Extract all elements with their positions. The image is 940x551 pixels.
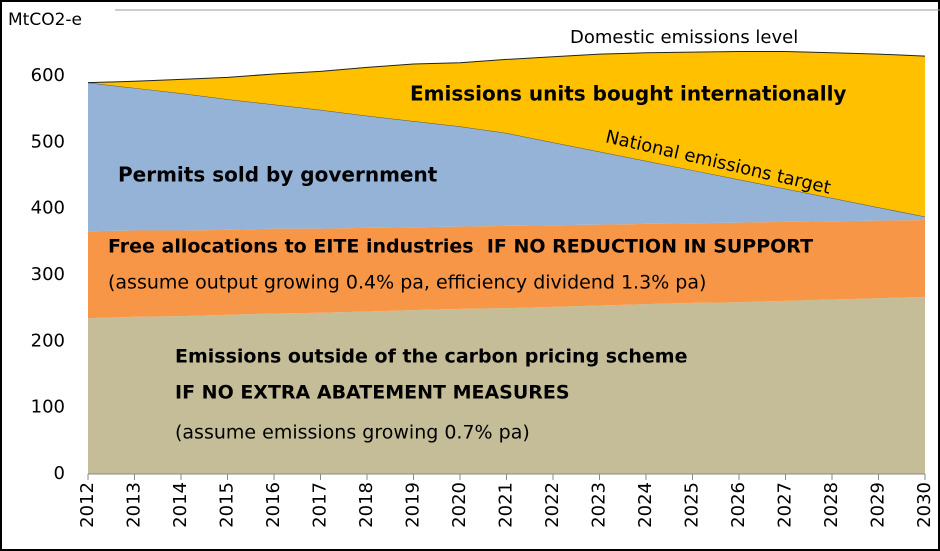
x-tick-label: 2030 (914, 482, 935, 528)
x-tick-label: 2019 (403, 482, 424, 528)
x-tick-label: 2029 (868, 482, 889, 528)
y-axis-label: MtCO2-e (8, 10, 82, 30)
x-tick-label: 2018 (356, 482, 377, 528)
annotation: Emissions outside of the carbon pricing … (175, 346, 687, 368)
x-tick-label: 2028 (821, 482, 842, 528)
annotation: (assume output growing 0.4% pa, efficien… (108, 272, 706, 294)
y-tick-label: 600 (31, 65, 65, 86)
y-tick-label: 200 (31, 330, 65, 351)
plot-area (87, 50, 926, 474)
x-tick-label: 2014 (170, 482, 191, 528)
x-tick-label: 2012 (77, 482, 98, 528)
x-tick-label: 2016 (263, 482, 284, 528)
x-tick-label: 2017 (310, 482, 331, 528)
annotation: Domestic emissions level (570, 27, 798, 48)
area (88, 219, 925, 319)
annotation: (assume emissions growing 0.7% pa) (175, 422, 530, 444)
y-tick-label: 0 (54, 463, 65, 484)
x-tick-label: 2024 (635, 482, 656, 528)
x-tick-label: 2027 (775, 482, 796, 528)
x-tick-label: 2021 (496, 482, 517, 528)
annotation: Free allocations to EITE industries IF N… (108, 236, 813, 258)
annotation: Emissions units bought internationally (410, 82, 846, 106)
y-tick-label: 300 (31, 264, 65, 285)
area-edge (87, 50, 926, 84)
x-tick-label: 2025 (682, 482, 703, 528)
y-tick-label: 100 (31, 397, 65, 418)
x-tick-label: 2020 (449, 482, 470, 528)
x-tick-label: 2015 (217, 482, 238, 528)
annotation: Permits sold by government (118, 163, 438, 187)
y-tick-label: 500 (31, 131, 65, 152)
y-tick-label: 400 (31, 198, 65, 219)
x-tick-label: 2023 (589, 482, 610, 528)
area (88, 82, 925, 232)
area (88, 296, 925, 474)
area (88, 51, 925, 217)
annotation: IF NO EXTRA ABATEMENT MEASURES (175, 382, 570, 404)
x-tick-label: 2026 (728, 482, 749, 528)
x-tick-label: 2013 (124, 482, 145, 528)
x-tick-label: 2022 (542, 482, 563, 528)
